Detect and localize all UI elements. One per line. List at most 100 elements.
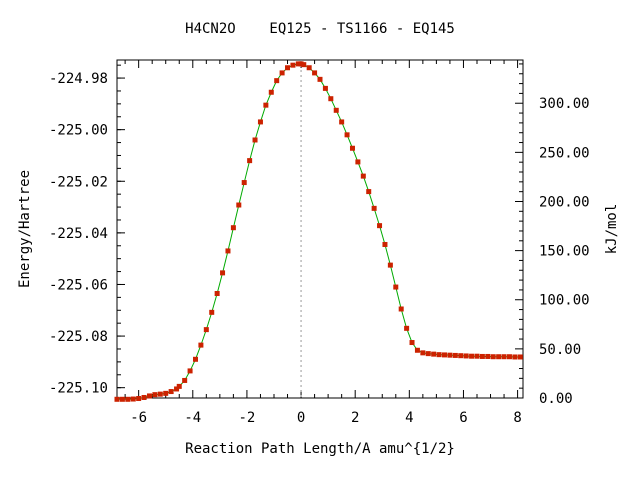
plot-frame bbox=[116, 59, 524, 399]
energy-point bbox=[198, 342, 204, 348]
y-tick-label: -225.08 bbox=[49, 329, 108, 345]
x-tick-label: -6 bbox=[130, 410, 147, 426]
y-tick-label: -225.04 bbox=[49, 226, 108, 242]
energy-point bbox=[469, 353, 475, 359]
y2-tick-label: 150.00 bbox=[539, 244, 590, 260]
energy-point bbox=[130, 396, 136, 402]
energy-point bbox=[209, 309, 215, 315]
energy-point bbox=[182, 377, 188, 383]
energy-point bbox=[506, 354, 512, 360]
energy-point bbox=[371, 205, 377, 211]
energy-point bbox=[225, 248, 231, 254]
energy-point bbox=[285, 65, 291, 71]
energy-point bbox=[355, 159, 361, 165]
energy-point bbox=[496, 354, 502, 360]
y2-tick-label: 300.00 bbox=[539, 96, 590, 112]
energy-point bbox=[214, 291, 220, 297]
energy-point bbox=[119, 396, 125, 402]
energy-point bbox=[274, 78, 280, 84]
chart-title: H4CN2O EQ125 - TS1166 - EQ145 bbox=[185, 21, 455, 37]
y-tick-label: -225.02 bbox=[49, 174, 108, 190]
energy-point bbox=[425, 351, 431, 357]
energy-point bbox=[479, 353, 485, 359]
energy-point bbox=[298, 61, 304, 67]
energy-point bbox=[192, 356, 198, 362]
energy-point bbox=[485, 353, 491, 359]
energy-point bbox=[436, 352, 442, 358]
energy-point bbox=[442, 352, 448, 358]
energy-point bbox=[220, 270, 226, 276]
energy-point bbox=[306, 65, 312, 71]
energy-point bbox=[157, 391, 163, 397]
energy-point bbox=[146, 393, 152, 399]
energy-point bbox=[257, 119, 263, 125]
energy-point bbox=[114, 396, 120, 402]
energy-point bbox=[414, 347, 420, 353]
energy-point bbox=[301, 62, 307, 68]
energy-point bbox=[474, 353, 480, 359]
x-tick-label: 0 bbox=[297, 410, 305, 426]
energy-point bbox=[447, 352, 453, 358]
energy-point bbox=[176, 383, 182, 389]
energy-point bbox=[490, 354, 496, 360]
energy-point bbox=[420, 350, 426, 356]
y2-tick-label: 200.00 bbox=[539, 194, 590, 210]
energy-point bbox=[295, 61, 301, 67]
y2-tick-label: 250.00 bbox=[539, 145, 590, 161]
energy-point bbox=[458, 353, 464, 359]
energy-point bbox=[344, 132, 350, 138]
x-tick-label: 4 bbox=[405, 410, 413, 426]
energy-point bbox=[168, 389, 174, 395]
energy-point bbox=[349, 145, 355, 151]
energy-point bbox=[312, 70, 318, 76]
energy-point bbox=[322, 85, 328, 91]
energy-point bbox=[463, 353, 469, 359]
y2-tick-label: 0.00 bbox=[539, 391, 573, 407]
energy-point bbox=[398, 306, 404, 312]
energy-point bbox=[263, 102, 269, 108]
x-tick-label: 6 bbox=[459, 410, 467, 426]
energy-point bbox=[290, 62, 296, 68]
y-tick-label: -224.98 bbox=[49, 71, 108, 87]
energy-point bbox=[187, 368, 193, 374]
y2-axis-label: kJ/mol bbox=[604, 204, 620, 255]
y-tick-label: -225.00 bbox=[49, 123, 108, 139]
energy-point bbox=[247, 158, 253, 164]
y-axis-label: Energy/Hartree bbox=[17, 170, 33, 288]
energy-point bbox=[230, 225, 236, 231]
y2-tick-label: 50.00 bbox=[539, 342, 581, 358]
energy-point bbox=[174, 386, 180, 392]
x-axis-label: Reaction Path Length/A amu^{1/2} bbox=[185, 441, 455, 457]
x-tick-label: -4 bbox=[184, 410, 201, 426]
y-tick-label: -225.06 bbox=[49, 277, 108, 293]
energy-point bbox=[512, 354, 518, 360]
energy-point bbox=[328, 96, 334, 102]
energy-point bbox=[393, 284, 399, 290]
energy-point bbox=[268, 89, 274, 95]
energy-point bbox=[279, 70, 285, 76]
energy-point bbox=[141, 394, 147, 400]
energy-point bbox=[203, 327, 209, 333]
energy-point bbox=[452, 352, 458, 358]
energy-point bbox=[241, 180, 247, 186]
data-layer bbox=[114, 60, 523, 402]
energy-point bbox=[366, 189, 372, 195]
energy-point bbox=[431, 351, 437, 357]
energy-point bbox=[152, 392, 158, 398]
ticks-layer: -6 -4 -2 0 2 4 6 8 -224.98 -225.00 -225.02 -225.04 -… bbox=[49, 60, 590, 426]
y2-tick-label: 100.00 bbox=[539, 293, 590, 309]
x-tick-label: 8 bbox=[513, 410, 521, 426]
energy-point bbox=[409, 340, 415, 346]
energy-point bbox=[404, 325, 410, 331]
energy-point bbox=[501, 354, 507, 360]
energy-point bbox=[252, 137, 258, 143]
energy-point bbox=[333, 107, 339, 113]
energy-point bbox=[125, 396, 131, 402]
energy-point bbox=[382, 241, 388, 247]
energy-point bbox=[360, 173, 366, 179]
energy-point bbox=[136, 396, 142, 402]
energy-point bbox=[317, 76, 323, 82]
energy-path-line bbox=[117, 63, 521, 400]
x-tick-label: 2 bbox=[351, 410, 359, 426]
